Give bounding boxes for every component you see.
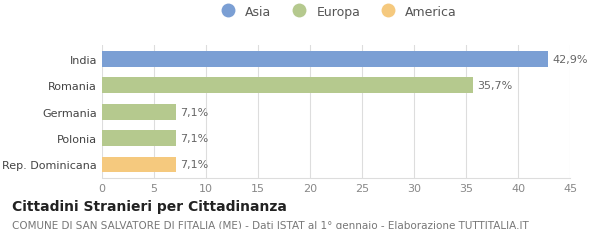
Bar	[102, 78, 473, 94]
Bar	[102, 104, 176, 120]
Text: 35,7%: 35,7%	[478, 81, 512, 91]
Bar	[102, 131, 176, 146]
Text: 7,1%: 7,1%	[180, 107, 208, 117]
Text: Cittadini Stranieri per Cittadinanza: Cittadini Stranieri per Cittadinanza	[12, 199, 287, 213]
Bar	[102, 157, 176, 173]
Text: COMUNE DI SAN SALVATORE DI FITALIA (ME) - Dati ISTAT al 1° gennaio - Elaborazion: COMUNE DI SAN SALVATORE DI FITALIA (ME) …	[12, 220, 529, 229]
Legend: Asia, Europa, America: Asia, Europa, America	[210, 1, 462, 24]
Bar	[102, 52, 548, 68]
Text: 7,1%: 7,1%	[180, 160, 208, 170]
Text: 42,9%: 42,9%	[553, 55, 588, 65]
Text: 7,1%: 7,1%	[180, 134, 208, 143]
